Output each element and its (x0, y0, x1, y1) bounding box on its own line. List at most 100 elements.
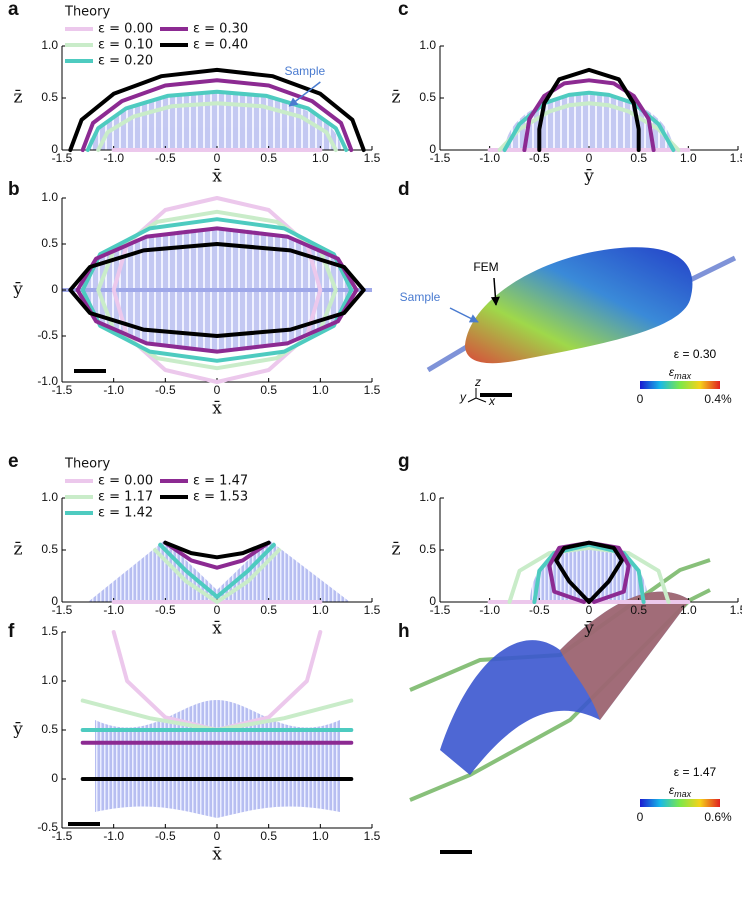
legend-label: ε = 1.17 (98, 490, 153, 505)
theory-curve (80, 217, 354, 363)
x-tick-label: 0 (214, 383, 221, 397)
x-tick-label: 0.5 (630, 603, 647, 617)
colorbar-symbol: ε (669, 365, 675, 379)
y-tick-label: 1.0 (41, 673, 58, 687)
x-tick-label: 0.5 (260, 829, 277, 843)
theory-curve (502, 90, 676, 152)
y-tick-label: 1.0 (41, 490, 58, 504)
x-tick-label: -0.5 (529, 151, 550, 165)
x-tick-label: 0 (214, 829, 221, 843)
y-tick-label: 1.5 (41, 624, 58, 638)
sample-image (95, 700, 340, 818)
theory-curve (153, 548, 281, 604)
theory-curve (158, 542, 276, 599)
axis-triad-label: z (474, 375, 481, 389)
axis-triad-label: y (459, 390, 467, 404)
legend-label: ε = 0.20 (98, 54, 153, 69)
y-tick-label: 0 (51, 282, 58, 296)
x-tick-label: 0.5 (260, 383, 277, 397)
scale-bars (68, 369, 106, 826)
legend-label: ε = 0.30 (193, 22, 248, 37)
axis-triad-label: x (488, 394, 496, 408)
colorbar (640, 799, 720, 807)
legend-title: Theory (64, 457, 110, 472)
theory-curve (163, 540, 271, 560)
x-axis-label: x̄ (212, 845, 222, 865)
annotation-arrow (490, 277, 500, 306)
annotation-arrow (288, 81, 321, 107)
y-axis-label: ȳ (12, 720, 23, 740)
annotation: Sample (284, 64, 325, 78)
x-tick-label: 1.5 (364, 383, 381, 397)
panel-letter: a (8, 0, 19, 20)
theory-curve (75, 226, 359, 354)
panel-letter: b (8, 179, 20, 200)
x-tick-label: 1.5 (730, 603, 742, 617)
fem-render (409, 558, 711, 854)
theory-curve (68, 67, 366, 152)
annotation: FEM (473, 260, 498, 274)
x-tick-label: -1.0 (479, 151, 500, 165)
x-tick-label: -1.5 (52, 829, 73, 843)
colorbar-subscript: max (674, 789, 692, 799)
colorbar-max: 0.4% (704, 392, 732, 406)
y-tick-label: 0 (429, 142, 436, 156)
fem-render (426, 247, 737, 397)
y-tick-label: 0 (51, 771, 58, 785)
x-tick-label: 0 (586, 151, 593, 165)
x-tick-label: 0 (214, 151, 221, 165)
theory-curve (96, 209, 338, 371)
y-axis-label: z̄ (14, 540, 23, 560)
annotation: ε = 1.47 (674, 765, 717, 779)
y-tick-label: 0.5 (41, 236, 58, 250)
legend-label: ε = 0.00 (98, 22, 153, 37)
theory-curve (68, 242, 366, 338)
y-tick-label: 0.5 (419, 90, 436, 104)
theory-curve (111, 196, 323, 384)
y-tick-label: 0.5 (41, 90, 58, 104)
x-tick-label: 1.0 (312, 603, 329, 617)
sample-image (530, 542, 648, 602)
x-tick-label: -0.5 (529, 603, 550, 617)
theory-curve (96, 101, 338, 152)
axis-triad (467, 388, 487, 403)
colorbar-title: εmax (669, 783, 692, 799)
y-axis-label: ȳ (12, 280, 23, 300)
y-axis-label: z̄ (14, 88, 23, 108)
x-tick-label: -1.0 (103, 829, 124, 843)
panel-letter: e (8, 451, 19, 472)
panel-letter: d (398, 179, 410, 200)
x-tick-label: -1.0 (103, 151, 124, 165)
colorbar-symbol: ε (669, 783, 675, 797)
x-tick-label: 1.5 (364, 603, 381, 617)
theory-curve (537, 67, 641, 152)
x-tick-label: 0.5 (260, 603, 277, 617)
y-tick-label: 0 (429, 594, 436, 608)
legend-label: ε = 1.47 (193, 474, 248, 489)
x-tick-label: 1.0 (680, 603, 697, 617)
x-tick-label: 0.5 (630, 151, 647, 165)
x-tick-label: 1.5 (364, 829, 381, 843)
x-tick-label: 1.5 (364, 151, 381, 165)
theory-curve (507, 545, 671, 604)
y-tick-label: 0 (51, 594, 58, 608)
theory-curve (163, 540, 271, 570)
panel-letter: c (398, 0, 409, 20)
x-tick-label: -1.0 (479, 603, 500, 617)
x-tick-label: -1.5 (52, 383, 73, 397)
legend-title: Theory (64, 5, 110, 20)
annotation: Sample (400, 290, 441, 304)
x-axis-label: x̄ (212, 167, 222, 187)
x-axis-label: x̄ (212, 399, 222, 419)
x-tick-label: 1.5 (730, 151, 742, 165)
x-axis-label: ȳ (583, 619, 594, 639)
theory-curve (554, 540, 624, 604)
colorbar-min: 0 (637, 392, 644, 406)
x-tick-label: 0 (214, 603, 221, 617)
legend-label: ε = 1.42 (98, 506, 153, 521)
colorbar-subscript: max (674, 371, 692, 381)
x-tick-label: 0 (586, 603, 593, 617)
x-tick-label: -0.5 (155, 383, 176, 397)
y-tick-label: -0.5 (37, 820, 58, 834)
x-tick-label: 1.0 (312, 383, 329, 397)
